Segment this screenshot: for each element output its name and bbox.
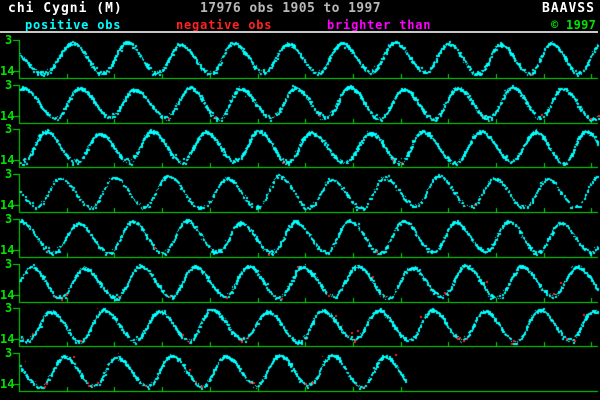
copyright-label: © 1997 <box>551 18 597 32</box>
y-axis-label-max-row7: 3 <box>5 301 13 315</box>
y-axis-label-max-row1: 3 <box>5 33 13 47</box>
legend-positive-obs: positive obs <box>25 18 122 32</box>
page-title: chi Cygni (M) <box>8 1 123 16</box>
y-axis-label-max-row3: 3 <box>5 122 13 136</box>
y-axis-label-min-row5: 14 <box>0 243 15 257</box>
y-axis-label-min-row1: 14 <box>0 64 15 78</box>
y-axis-label-max-row8: 3 <box>5 346 13 360</box>
y-axis-label-min-row2: 14 <box>0 109 15 123</box>
y-axis-label-max-row5: 3 <box>5 212 13 226</box>
light-curve-canvas <box>0 34 600 400</box>
legend-brighter-than: brighter than <box>327 18 432 32</box>
y-axis-label-max-row4: 3 <box>5 167 13 181</box>
y-axis-label-min-row3: 14 <box>0 153 15 167</box>
y-axis-label-min-row8: 14 <box>0 377 15 391</box>
y-axis-label-max-row2: 3 <box>5 78 13 92</box>
y-axis-label-min-row6: 14 <box>0 288 15 302</box>
y-axis-label-min-row7: 14 <box>0 332 15 346</box>
organisation-name: BAAVSS <box>542 1 595 16</box>
light-curve-panels: 3 14 3 14 3 14 3 14 3 14 3 14 3 14 3 14 <box>0 33 600 400</box>
observation-summary: 17976 obs 1905 to 1997 <box>200 1 381 16</box>
y-axis-label-max-row6: 3 <box>5 257 13 271</box>
legend-negative-obs: negative obs <box>176 18 273 32</box>
y-axis-label-min-row4: 14 <box>0 198 15 212</box>
separator-line <box>0 31 598 33</box>
